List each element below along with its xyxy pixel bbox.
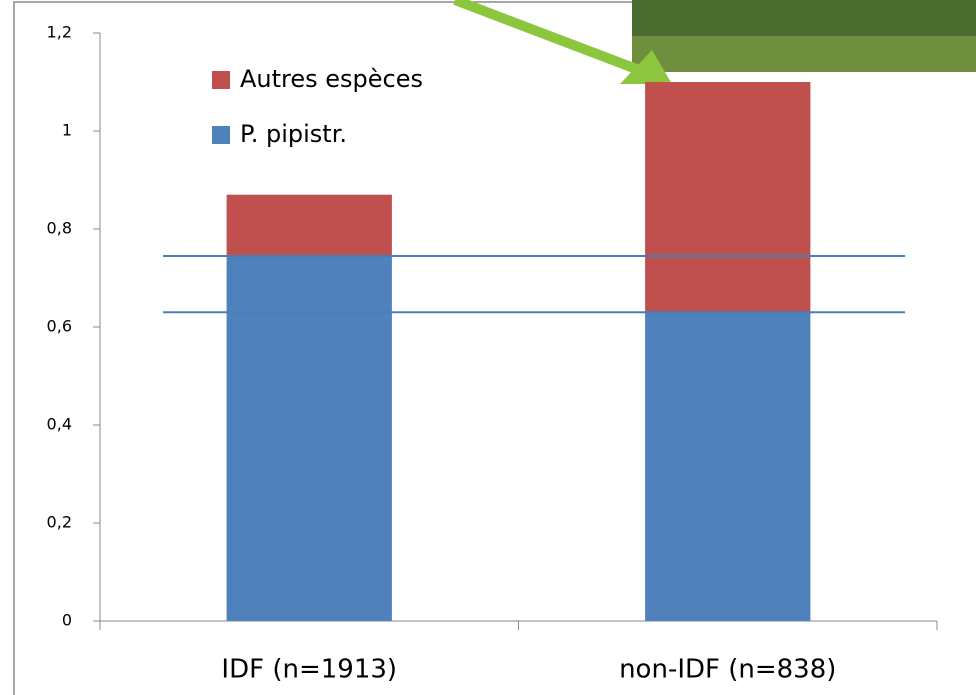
arrow-head: [620, 50, 672, 84]
bar-segment: [645, 82, 811, 313]
legend-label: Autres espèces: [240, 65, 423, 93]
x-tick-label: non-IDF (n=838): [619, 655, 836, 685]
y-tick-label: 1,2: [47, 23, 72, 42]
arrow-shaft: [453, 0, 662, 83]
y-tick-label: 0,2: [47, 513, 72, 532]
y-tick-label: 0: [62, 611, 72, 630]
legend-swatch: [212, 71, 230, 89]
y-tick-label: 0,8: [47, 219, 72, 238]
bar-segment: [226, 255, 392, 621]
legend-label: P. pipistr.: [240, 120, 347, 148]
photo-ground: [632, 36, 976, 72]
y-tick-label: 0,6: [47, 317, 72, 336]
x-tick-label: IDF (n=1913): [221, 655, 397, 685]
legend-swatch: [212, 126, 230, 144]
chart-frame: [13, 1, 976, 695]
bar-segment: [645, 312, 811, 621]
bar-segment: [226, 194, 392, 256]
y-tick-label: 1: [62, 121, 72, 140]
y-tick-label: 0,4: [47, 415, 72, 434]
